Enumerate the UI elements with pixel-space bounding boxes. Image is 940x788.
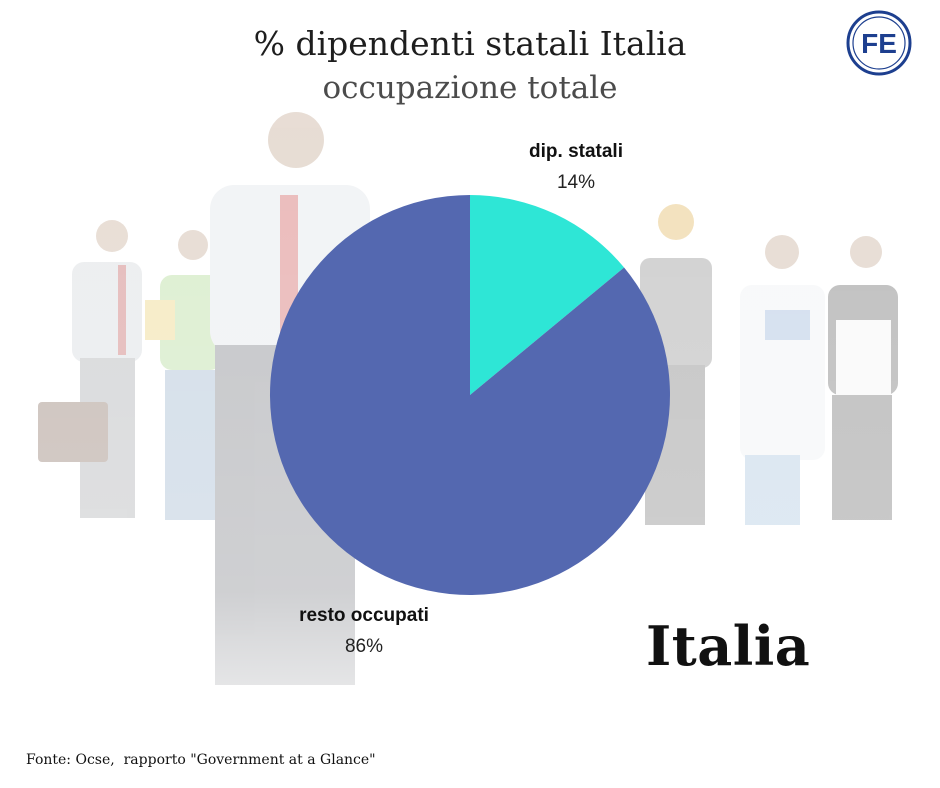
source-note: Fonte: Ocse, rapporto "Government at a G…	[26, 752, 376, 768]
slice-value-label-2: 86%	[345, 636, 383, 657]
country-label: Italia	[646, 614, 811, 678]
svg-text:FE: FE	[861, 28, 897, 59]
slice-label-2: resto occupati	[299, 605, 429, 626]
pie-slice-2	[269, 195, 670, 595]
chart-subtitle: occupazione totale	[322, 70, 618, 106]
pie-slice-1	[470, 195, 625, 395]
slice-label-1: dip. statali	[529, 141, 623, 162]
fe-logo: FE	[846, 10, 912, 76]
slice-value-label-1: 14%	[557, 172, 595, 193]
chart-title: % dipendenti statali Italia	[253, 24, 687, 63]
